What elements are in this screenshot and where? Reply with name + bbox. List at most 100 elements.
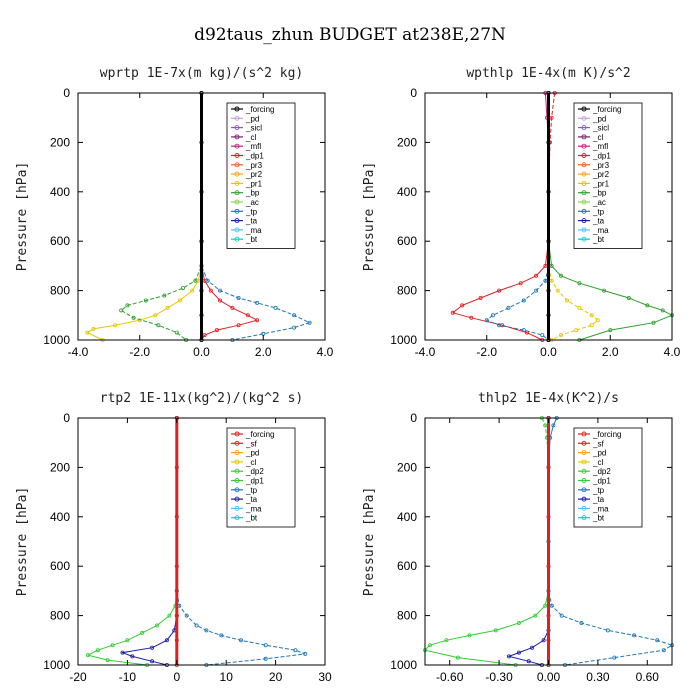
data-point bbox=[245, 313, 250, 318]
panel-1: wprtp 1E-7x(m kg)/(s^2 kg) Pressure [hPa]… bbox=[15, 66, 334, 359]
data-point bbox=[530, 645, 535, 650]
legend-marker bbox=[581, 208, 587, 214]
legend-marker bbox=[234, 153, 240, 158]
data-point bbox=[534, 273, 539, 278]
data-point bbox=[217, 288, 222, 293]
legend-entry: _ta bbox=[245, 495, 258, 504]
legend-marker bbox=[234, 478, 240, 483]
series-line-dp1 bbox=[424, 418, 549, 666]
x-tick-label: -2.0 bbox=[476, 345, 497, 359]
x-tick-label: -20 bbox=[69, 670, 87, 684]
data-point bbox=[516, 621, 521, 626]
legend-marker bbox=[234, 218, 240, 224]
legend-entry: _dp1 bbox=[245, 477, 264, 486]
legend-entry: _ma bbox=[592, 504, 609, 513]
data-point bbox=[205, 278, 210, 283]
legend-entry: _sf bbox=[592, 439, 604, 448]
legend-marker bbox=[581, 496, 587, 502]
data-point bbox=[506, 305, 511, 310]
x-tick-label: -4.0 bbox=[68, 345, 89, 359]
y-tick-label: 200 bbox=[397, 135, 417, 149]
data-point bbox=[150, 645, 155, 650]
data-point bbox=[493, 628, 498, 633]
y-tick-label: 400 bbox=[397, 510, 417, 524]
legend-entry: _forcing bbox=[245, 430, 274, 439]
data-point bbox=[219, 633, 224, 638]
legend-entry: _tp bbox=[592, 207, 605, 216]
data-point bbox=[595, 318, 600, 323]
data-point bbox=[143, 298, 148, 303]
data-point bbox=[85, 653, 90, 658]
data-point bbox=[444, 638, 449, 643]
legend-entry: _tp bbox=[245, 486, 258, 495]
legend: _forcing_pd_sicl_cl_mfl_dp1_pr3_pr2_pr1_… bbox=[226, 102, 296, 249]
data-point bbox=[165, 305, 170, 310]
x-tick-label: -2.0 bbox=[129, 345, 150, 359]
data-point bbox=[543, 423, 548, 428]
legend-marker bbox=[581, 171, 587, 177]
data-point bbox=[150, 659, 155, 664]
legend-entry: _pd bbox=[245, 449, 259, 458]
legend-marker bbox=[581, 236, 587, 242]
x-tick-label: 0.60 bbox=[636, 670, 660, 684]
x-tick-label: 0.30 bbox=[586, 670, 610, 684]
legend-marker bbox=[581, 227, 587, 233]
series-line-tp bbox=[176, 418, 306, 666]
legend-entry: _bt bbox=[245, 235, 258, 244]
legend-entry: _bp bbox=[592, 189, 607, 198]
legend-marker bbox=[581, 450, 587, 456]
data-point bbox=[516, 650, 521, 655]
legend-marker bbox=[234, 236, 240, 242]
legend-entry: _pr2 bbox=[592, 170, 610, 179]
legend-marker bbox=[234, 450, 240, 456]
data-point bbox=[612, 655, 617, 660]
legend-entry: _pd bbox=[592, 114, 606, 123]
y-tick-label: 400 bbox=[397, 185, 417, 199]
data-point bbox=[120, 650, 125, 655]
data-point bbox=[521, 328, 526, 333]
legend-marker bbox=[581, 468, 587, 474]
data-point bbox=[546, 564, 551, 569]
legend-entry: _mfl bbox=[592, 142, 608, 151]
data-point bbox=[174, 638, 179, 643]
y-tick-label: 200 bbox=[397, 460, 417, 474]
data-point bbox=[497, 288, 502, 293]
data-point bbox=[602, 288, 607, 293]
legend-marker bbox=[581, 162, 587, 168]
legend-entry: _bt bbox=[592, 514, 605, 523]
series-line-tp bbox=[485, 93, 549, 341]
data-point bbox=[199, 140, 204, 145]
legend-entry: _pd bbox=[245, 114, 259, 123]
data-point bbox=[579, 621, 584, 626]
data-point bbox=[307, 320, 312, 325]
data-point bbox=[546, 465, 551, 470]
legend-entry: _ta bbox=[592, 495, 605, 504]
plot-frame bbox=[77, 417, 326, 666]
legend-marker bbox=[581, 431, 587, 437]
legend-entry: _bt bbox=[592, 235, 605, 244]
series-line-dp1 bbox=[86, 418, 178, 666]
data-point bbox=[651, 320, 656, 325]
legend-entry: _sicl bbox=[592, 124, 609, 133]
legend-marker bbox=[581, 199, 587, 205]
panel-title: thlp2 1E-4x(K^2)/s bbox=[478, 391, 619, 406]
legend-marker bbox=[234, 134, 240, 140]
legend-entry: _sf bbox=[245, 439, 257, 448]
data-point bbox=[95, 648, 100, 653]
legend: _forcing_sf_pd_cl_dp2_dp1_tp_ta_ma_bt bbox=[573, 427, 643, 528]
y-axis-label: Pressure [hPa] bbox=[15, 487, 30, 597]
y-tick-label: 800 bbox=[50, 609, 70, 623]
data-point bbox=[533, 613, 538, 618]
data-point bbox=[450, 310, 455, 315]
legend-marker bbox=[234, 208, 240, 214]
legend-entry: _sicl bbox=[245, 124, 262, 133]
data-point bbox=[546, 514, 551, 519]
legend-entry: _forcing bbox=[592, 105, 621, 114]
data-point bbox=[660, 308, 665, 313]
series-line-ta bbox=[120, 418, 178, 666]
data-point bbox=[199, 189, 204, 194]
legend-entry: _ta bbox=[245, 217, 258, 226]
data-point bbox=[518, 281, 523, 286]
y-tick-label: 600 bbox=[50, 234, 70, 248]
